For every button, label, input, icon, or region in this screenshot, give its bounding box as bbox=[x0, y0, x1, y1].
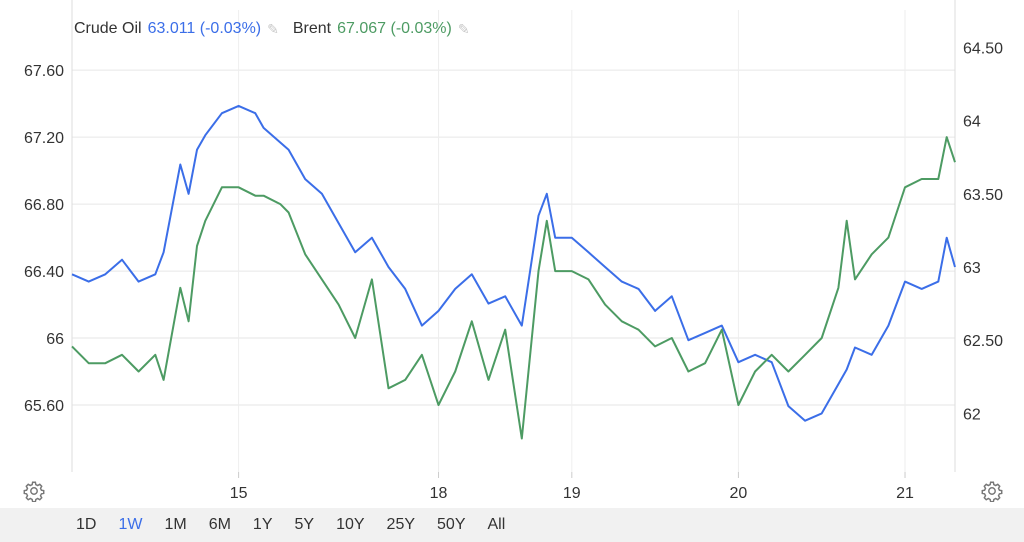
right-axis-ticks: 64.50 64 63.50 63 62.50 62 bbox=[963, 40, 1003, 423]
price-chart: 67.60 67.20 66.80 66.40 66 65.60 64.50 64 63.50… bbox=[24, 0, 1003, 502]
right-tick-label: 62 bbox=[963, 406, 981, 423]
left-tick-label: 67.20 bbox=[24, 130, 64, 147]
left-tick-label: 67.60 bbox=[24, 63, 64, 80]
pencil-icon[interactable]: ✎ bbox=[457, 20, 470, 37]
right-tick-label: 63 bbox=[963, 260, 981, 277]
series-line-brent bbox=[71, 136, 956, 440]
range-button-10y[interactable]: 10Y bbox=[336, 516, 365, 533]
x-tick-label: 18 bbox=[430, 485, 448, 502]
legend-value-crude-oil: 63.011 (-0.03%) bbox=[147, 20, 262, 37]
range-button-1m[interactable]: 1M bbox=[164, 516, 187, 533]
x-axis-ticks: 15 18 19 20 21 bbox=[230, 472, 914, 502]
right-tick-label: 64.50 bbox=[963, 40, 1003, 57]
gear-icon[interactable] bbox=[981, 480, 1003, 502]
gear-icon[interactable] bbox=[23, 480, 45, 502]
left-tick-label: 66.40 bbox=[24, 264, 64, 281]
range-button-6m[interactable]: 6M bbox=[208, 516, 231, 533]
right-tick-label: 64 bbox=[963, 114, 981, 131]
x-tick-label: 21 bbox=[896, 485, 914, 502]
range-button-1w[interactable]: 1W bbox=[118, 516, 143, 533]
range-selector: 1D 1W 1M 6M 1Y 5Y 10Y 25Y 50Y All bbox=[0, 508, 1024, 542]
chart-legend: Crude Oil 63.011 (-0.03%) ✎ Brent 67.067… bbox=[74, 20, 484, 38]
series-lines bbox=[71, 104, 956, 440]
left-tick-label: 65.60 bbox=[24, 398, 64, 415]
range-button-1d[interactable]: 1D bbox=[76, 516, 97, 533]
right-tick-label: 63.50 bbox=[963, 187, 1003, 204]
left-tick-label: 66.80 bbox=[24, 197, 64, 214]
grid-lines bbox=[71, 0, 956, 472]
legend-name-brent: Brent bbox=[292, 20, 332, 37]
left-tick-label: 66 bbox=[46, 331, 64, 348]
right-tick-label: 62.50 bbox=[963, 333, 1003, 350]
range-button-5y[interactable]: 5Y bbox=[294, 516, 315, 533]
x-tick-label: 15 bbox=[230, 485, 248, 502]
x-tick-label: 19 bbox=[563, 485, 581, 502]
series-line-crude-oil bbox=[71, 104, 956, 422]
range-button-all[interactable]: All bbox=[487, 516, 506, 533]
range-button-25y[interactable]: 25Y bbox=[386, 516, 416, 533]
x-tick-label: 20 bbox=[730, 485, 748, 502]
range-button-50y[interactable]: 50Y bbox=[437, 516, 466, 533]
legend-value-brent: 67.067 (-0.03%) bbox=[337, 20, 452, 37]
legend-name-crude-oil: Crude Oil bbox=[74, 20, 142, 37]
left-axis-ticks: 67.60 67.20 66.80 66.40 66 65.60 bbox=[24, 63, 64, 415]
pencil-icon[interactable]: ✎ bbox=[267, 20, 279, 37]
range-button-1y[interactable]: 1Y bbox=[252, 516, 273, 533]
